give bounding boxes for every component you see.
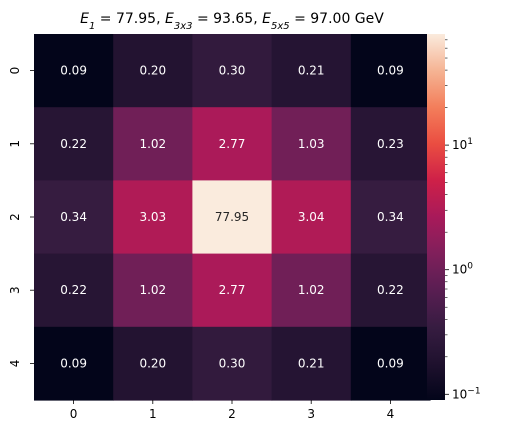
heatmap-cell <box>350 34 431 108</box>
heatmap-cell <box>34 107 114 181</box>
heatmap-cell <box>113 253 193 328</box>
heatmap-cell <box>192 107 273 181</box>
y-tick-label: 1 <box>8 140 22 148</box>
heatmap-cell <box>271 107 352 181</box>
heatmap-cell <box>192 34 273 108</box>
x-tick-label: 3 <box>307 407 315 421</box>
cell-value-label: 0.09 <box>377 356 404 370</box>
cell-value-label: 0.30 <box>219 64 246 78</box>
heatmap-cell <box>192 326 273 401</box>
heatmap-cell <box>271 253 352 328</box>
cell-value-label: 0.09 <box>377 64 404 78</box>
x-tick-label: 2 <box>228 407 236 421</box>
heatmap-cell <box>350 326 431 401</box>
cell-value-label: 0.22 <box>60 137 87 151</box>
heatmap-cell <box>113 34 193 108</box>
cell-value-label: 0.22 <box>60 283 87 297</box>
heatmap-cell <box>34 180 114 255</box>
cell-value-label: 2.77 <box>219 283 246 297</box>
cell-value-label: 0.21 <box>298 356 325 370</box>
cell-value-label: 0.20 <box>139 356 166 370</box>
cell-value-label: 1.03 <box>298 137 325 151</box>
heatmap-cell <box>192 180 273 255</box>
y-tick-label: 0 <box>8 67 22 75</box>
cell-value-label: 0.09 <box>60 356 87 370</box>
y-tick-label: 3 <box>8 286 22 294</box>
heatmap-cell <box>350 107 431 181</box>
heatmap-cell <box>34 34 114 108</box>
cell-value-label: 0.34 <box>377 210 404 224</box>
heatmap-cell <box>271 34 352 108</box>
cell-value-label: 0.23 <box>377 137 404 151</box>
heatmap-cells: 0.09 0.20 0.30 0.21 0.09 0.22 1.02 2.77 1.03 0.23… <box>34 34 431 401</box>
heatmap-cell <box>350 180 431 255</box>
heatmap-cell <box>113 107 193 181</box>
cell-value-label: 0.20 <box>139 64 166 78</box>
colorbar-gradient <box>427 34 445 400</box>
cell-value-label: 1.02 <box>139 283 166 297</box>
chart-title: E1 = 77.95, E3x3 = 93.65, E5x5 = 97.00 G… <box>80 11 384 32</box>
colorbar-tick-label: 101 <box>452 137 473 152</box>
cell-value-label: 1.02 <box>139 137 166 151</box>
heatmap-cell <box>271 326 352 401</box>
heatmap-cell <box>271 180 352 255</box>
colorbar: 10−1 100 101 <box>427 34 481 401</box>
cell-value-label: 0.21 <box>298 64 325 78</box>
heatmap-cell <box>34 326 114 401</box>
cell-value-label: 2.77 <box>219 137 246 151</box>
y-tick-label: 2 <box>8 213 22 221</box>
y-tick-label: 4 <box>8 360 22 368</box>
heatmap-cell <box>192 253 273 328</box>
colorbar-tick-label: 10−1 <box>452 386 481 401</box>
heatmap-cell <box>350 253 431 328</box>
cell-value-label: 0.34 <box>60 210 87 224</box>
x-tick-label: 0 <box>70 407 78 421</box>
cell-value-label: 3.03 <box>139 210 166 224</box>
heatmap-cell <box>113 180 193 255</box>
x-tick-label: 4 <box>387 407 395 421</box>
cell-value-label: 1.02 <box>298 283 325 297</box>
cell-value-label: 77.95 <box>215 210 249 224</box>
x-tick-label: 1 <box>149 407 157 421</box>
heatmap-cell <box>113 326 193 401</box>
colorbar-tick-label: 100 <box>452 262 473 277</box>
cell-value-label: 0.09 <box>60 64 87 78</box>
cell-value-label: 0.22 <box>377 283 404 297</box>
heatmap-cell <box>34 253 114 328</box>
y-axis: 0 1 2 3 4 <box>8 67 34 367</box>
cell-value-label: 0.30 <box>219 356 246 370</box>
cell-value-label: 3.04 <box>298 210 325 224</box>
x-axis: 0 1 2 3 4 <box>70 400 394 421</box>
